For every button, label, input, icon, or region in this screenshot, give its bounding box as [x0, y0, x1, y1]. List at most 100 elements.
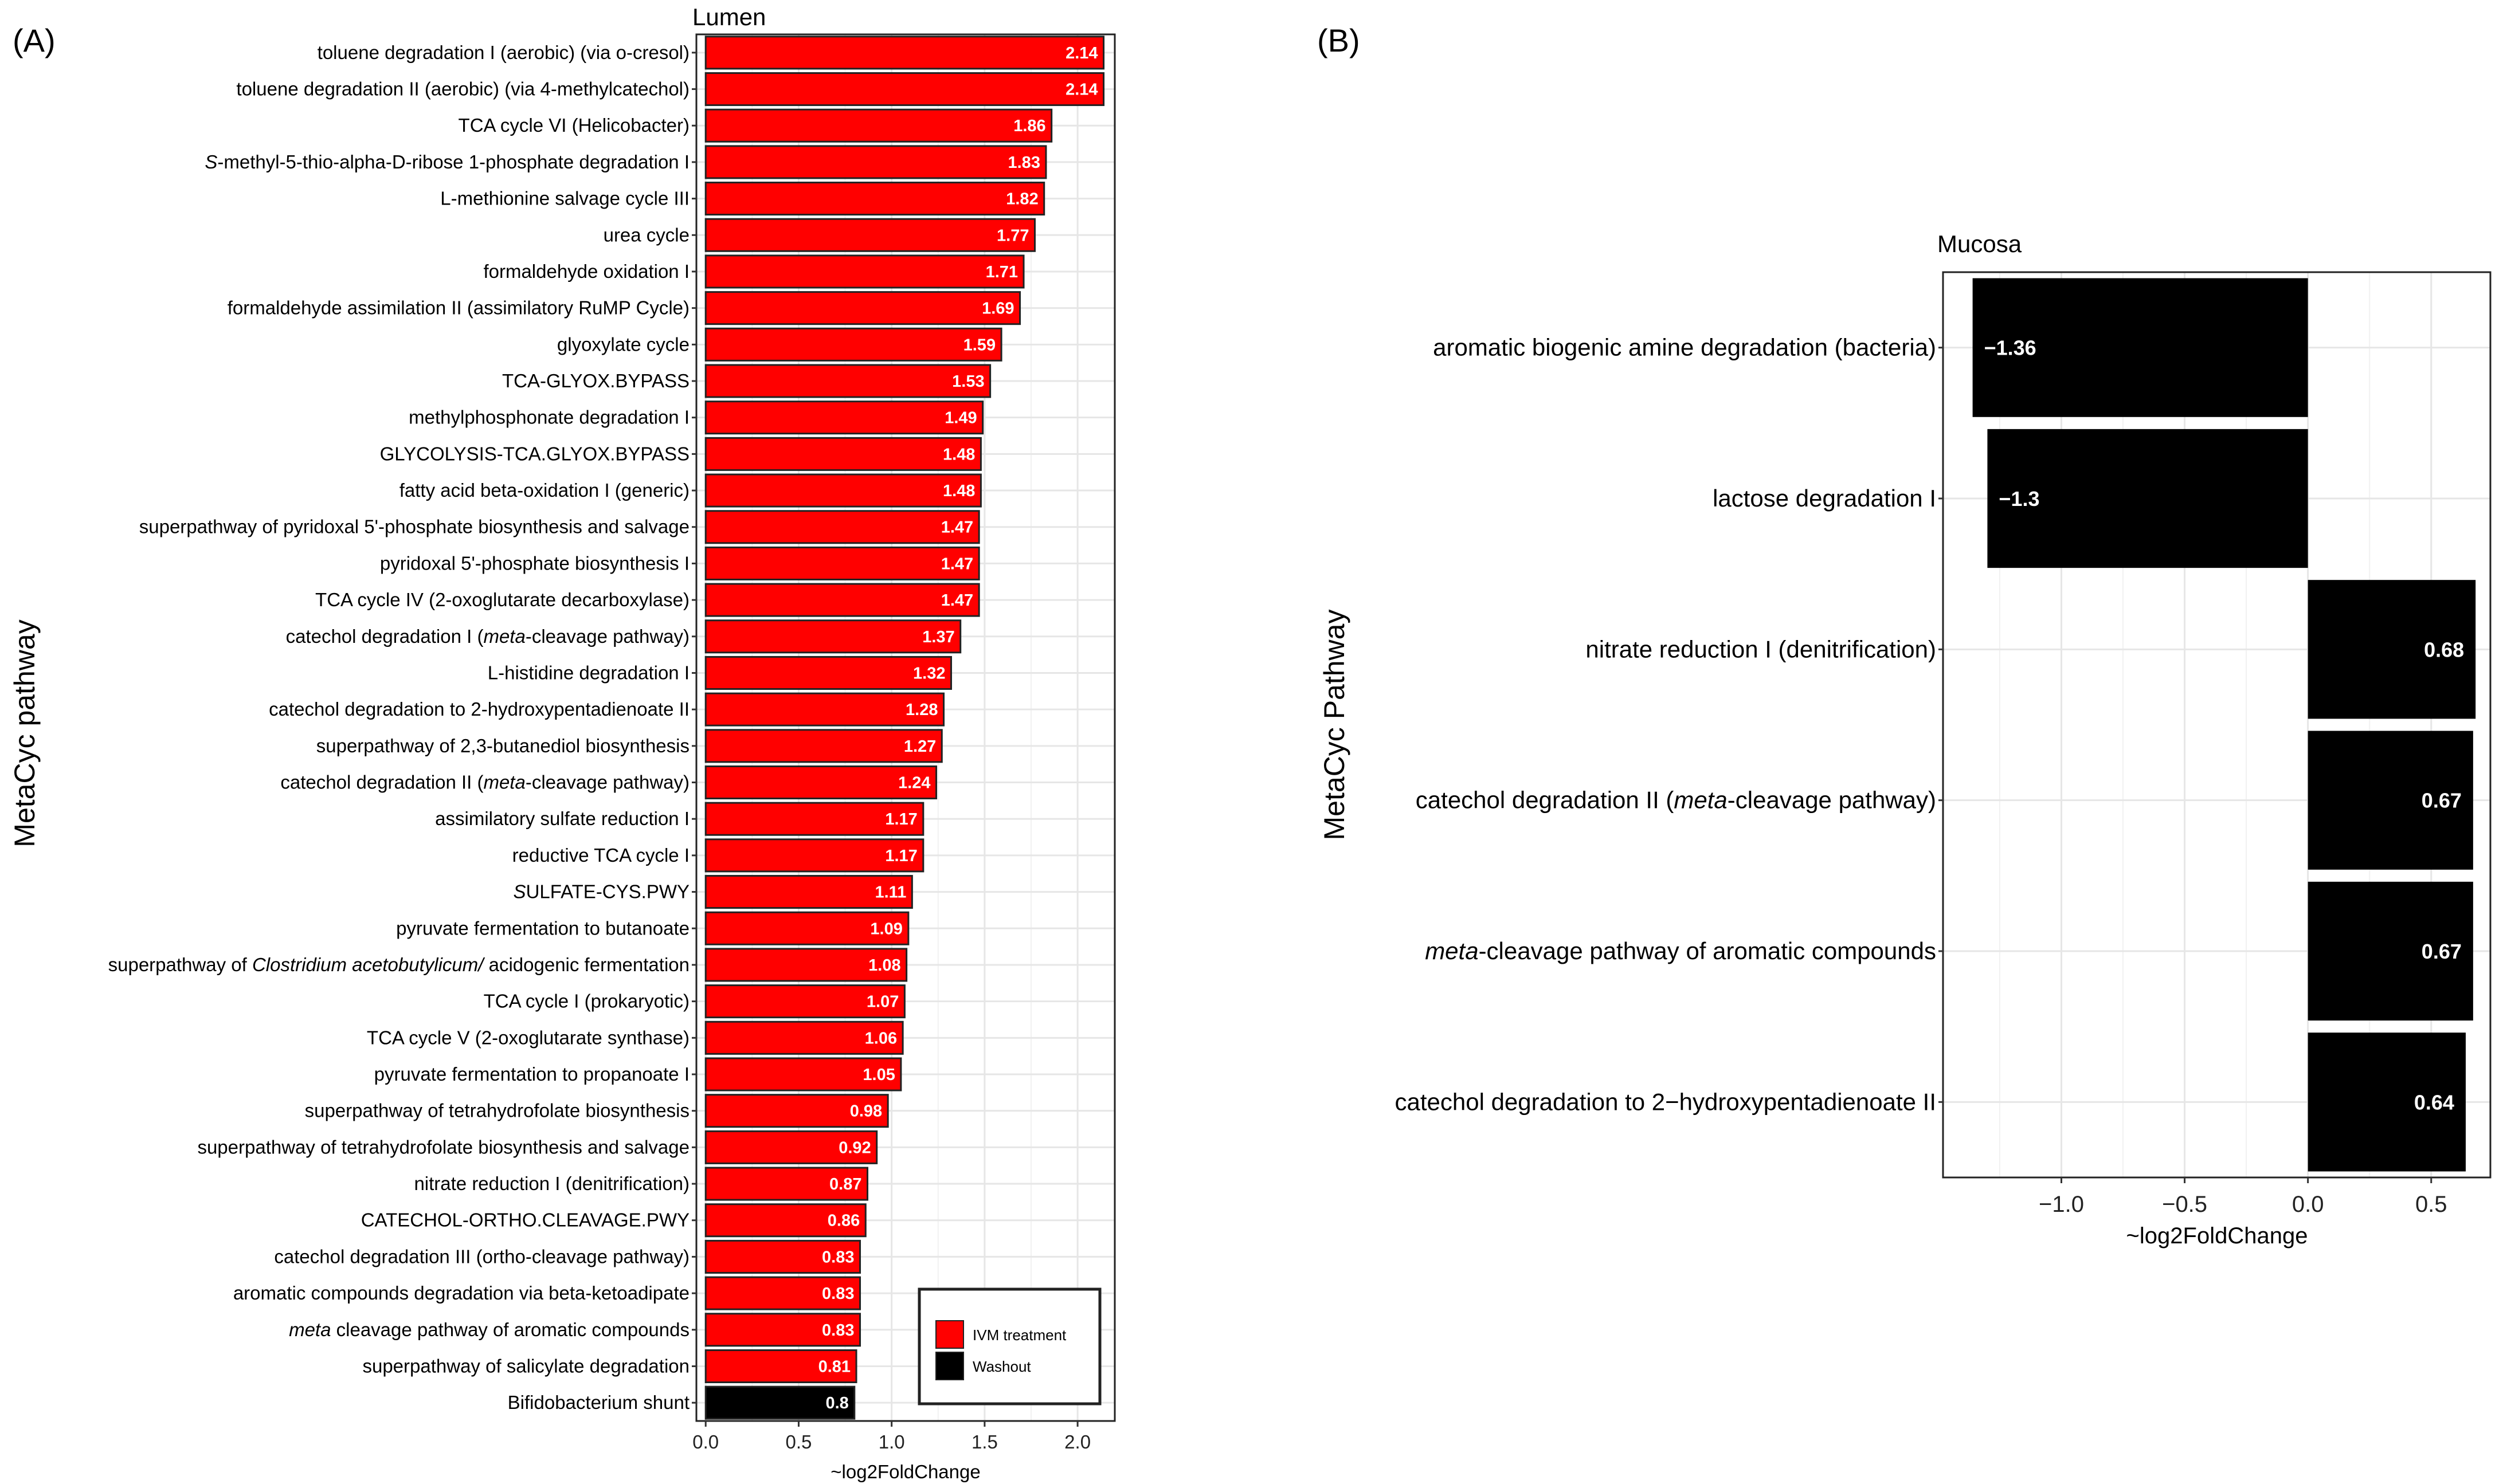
bar-value-label: 1.49 — [945, 409, 977, 427]
bar-value-label: 1.28 — [906, 701, 938, 719]
bar — [704, 182, 1045, 216]
category-label: nitrate reduction I (denitrification) — [1585, 635, 1936, 662]
category-label: fatty acid beta-oxidation I (generic) — [399, 480, 690, 501]
bar-value-label: 1.83 — [1008, 154, 1040, 172]
bar-value-label: 1.08 — [868, 956, 900, 975]
bar-value-label: 0.81 — [818, 1357, 851, 1376]
bar-value-label: 0.8 — [825, 1394, 848, 1412]
bar — [704, 72, 1105, 107]
bar — [704, 1313, 861, 1347]
bar-value-label: 1.48 — [943, 445, 975, 464]
bar-value-label: −1.36 — [1984, 336, 2036, 360]
category-label: methylphosphonate degradation I — [409, 407, 690, 428]
bar — [704, 291, 1021, 325]
bar-value-label: 1.17 — [885, 810, 917, 829]
bar — [704, 401, 984, 435]
panel-a-label: (A) — [13, 22, 56, 58]
category-label: glyoxylate cycle — [557, 333, 690, 355]
category-label: catechol degradation II (meta-cleavage p… — [1416, 787, 1936, 814]
category-label: aromatic biogenic amine degradation (bac… — [1433, 334, 1936, 361]
lumen-legend: IVM treatment Washout — [918, 1287, 1102, 1406]
bar-value-label: 2.14 — [1066, 81, 1098, 99]
category-label: superpathway of salicylate degradation — [362, 1355, 690, 1376]
bar-value-label: 1.47 — [941, 555, 973, 573]
bar — [704, 1167, 868, 1201]
bar — [704, 838, 925, 873]
bar — [704, 364, 992, 398]
category-label: GLYCOLYSIS-TCA.GLYOX.BYPASS — [380, 443, 690, 464]
bar — [704, 254, 1025, 289]
bar-value-label: 1.09 — [870, 920, 902, 938]
bar — [704, 327, 1002, 362]
bar — [704, 1385, 856, 1420]
legend-label-washout: Washout — [973, 1358, 1031, 1375]
bar-value-label: 1.47 — [941, 519, 973, 537]
panel-a: (A) Lumen 2.14 2.14 1.86 1.83 1.82 1.77 1.71 1.… — [9, 3, 1116, 1482]
bar-value-label: 1.24 — [898, 774, 930, 792]
category-label: superpathway of tetrahydrofolate biosynt… — [305, 1100, 690, 1121]
bar — [704, 619, 962, 654]
x-tick-label: 2.0 — [1064, 1431, 1091, 1452]
bar-value-label: 1.48 — [943, 482, 975, 500]
x-tick-label: 1.0 — [879, 1431, 905, 1452]
mucosa-plot-background — [1943, 272, 2490, 1177]
bar — [704, 729, 943, 763]
category-label: catechol degradation II (meta-cleavage p… — [280, 772, 690, 793]
category-label: catechol degradation I (meta-cleavage pa… — [286, 626, 690, 647]
bar-value-label: 0.67 — [2422, 789, 2462, 812]
panel-b-label: (B) — [1317, 22, 1360, 58]
bar — [704, 765, 938, 800]
category-label: catechol degradation III (ortho-cleavage… — [274, 1246, 690, 1267]
category-label: reductive TCA cycle I — [512, 845, 690, 866]
category-label: aromatic compounds degradation via beta-… — [233, 1282, 690, 1304]
category-label: catechol degradation to 2-hydroxypentadi… — [269, 698, 690, 720]
bar — [704, 1130, 878, 1164]
bar — [704, 802, 925, 836]
legend-label-ivm: IVM treatment — [973, 1326, 1067, 1344]
lumen-x-axis: 0.0 0.5 1.0 1.5 2.0 — [692, 1421, 1091, 1452]
mucosa-plot-border — [1942, 271, 2492, 1179]
bar — [704, 1239, 861, 1274]
bar-value-label: 1.05 — [863, 1066, 895, 1084]
category-label: urea cycle — [604, 224, 690, 245]
bar — [704, 1057, 902, 1092]
bar — [704, 583, 980, 617]
bar-value-label: 1.82 — [1006, 190, 1038, 209]
category-label: superpathway of Clostridium acetobutylic… — [108, 954, 690, 975]
mucosa-gridlines — [1943, 272, 2490, 1177]
mucosa-title: Mucosa — [1937, 230, 2022, 257]
category-label: superpathway of 2,3-butanediol biosynthe… — [316, 735, 690, 756]
bar-value-label: 0.98 — [850, 1102, 882, 1121]
bar-value-label: 1.37 — [922, 628, 954, 646]
lumen-plot-border — [695, 33, 1116, 1422]
category-label: CATECHOL-ORTHO.CLEAVAGE.PWY — [361, 1210, 690, 1231]
x-tick-label: −1.0 — [2039, 1192, 2084, 1217]
bar — [704, 984, 906, 1019]
bar — [2308, 881, 2473, 1021]
bar-value-label: 0.92 — [839, 1138, 871, 1157]
category-label: L-methionine salvage cycle III — [440, 188, 690, 209]
bar-value-label: 1.11 — [875, 884, 907, 902]
bar — [704, 510, 980, 544]
bar-value-label: 1.77 — [997, 226, 1029, 245]
lumen-y-axis-title: MetaCyc pathway — [9, 619, 41, 847]
x-tick-label: −0.5 — [2162, 1192, 2207, 1217]
mucosa-category-labels: aromatic biogenic amine degradation (bac… — [1394, 334, 1943, 1115]
bar-value-label: 0.68 — [2424, 638, 2464, 661]
category-label: meta cleavage pathway of aromatic compou… — [289, 1319, 690, 1340]
x-tick-label: 0.0 — [2292, 1192, 2324, 1217]
bar — [1972, 278, 2308, 417]
bar — [704, 473, 982, 508]
bar-value-label: 1.69 — [982, 300, 1014, 318]
mucosa-x-axis-title: ~log2FoldChange — [2126, 1223, 2308, 1249]
bar-value-label: 0.86 — [828, 1212, 860, 1230]
bar — [1987, 429, 2308, 568]
category-label: TCA cycle V (2-oxoglutarate synthase) — [367, 1027, 690, 1048]
bar — [704, 218, 1036, 252]
category-label: pyruvate fermentation to propanoate I — [374, 1063, 690, 1085]
bar-value-label: 1.07 — [867, 993, 899, 1011]
bar-value-label: 1.06 — [865, 1029, 897, 1047]
lumen-bars: 2.14 2.14 1.86 1.83 1.82 1.77 1.71 1.69 1.59 1.53… — [704, 36, 1105, 1420]
bar — [704, 1203, 867, 1238]
